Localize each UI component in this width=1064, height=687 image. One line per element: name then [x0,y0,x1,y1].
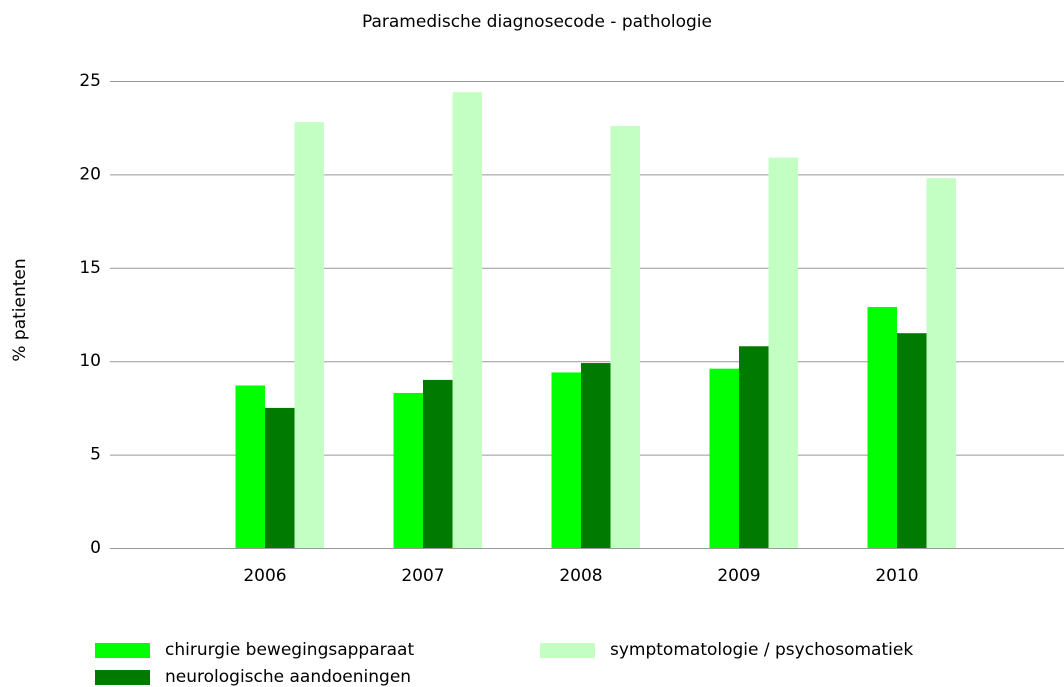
x-tick-label: 2007 [401,566,444,586]
bar [265,407,295,548]
bar [235,385,265,548]
chart-title: Paramedische diagnosecode - pathologie [362,12,712,32]
x-tick-label: 2010 [875,566,918,586]
bar [294,122,324,548]
y-tick-label: 10 [79,351,101,371]
legend-label: chirurgie bewegingsapparaat [165,640,414,660]
y-tick-label: 20 [79,164,101,184]
legend-swatch [95,643,150,658]
bar [610,125,640,548]
x-tick-label: 2008 [559,566,602,586]
y-axis-label: % patienten [10,258,30,361]
bar [739,346,769,548]
bar [452,92,482,548]
bar [551,372,581,548]
bar [768,157,798,548]
bar [709,368,739,548]
y-tick-label: 25 [79,71,101,91]
bar [581,363,611,548]
y-tick-label: 15 [79,258,101,278]
x-tick-label: 2006 [243,566,286,586]
x-tick-label: 2009 [717,566,760,586]
bar [423,379,453,548]
bar [897,333,927,548]
legend-label: symptomatologie / psychosomatiek [610,640,913,660]
legend-swatch [540,643,595,658]
legend-label: neurologische aandoeningen [165,667,411,687]
y-tick-label: 0 [90,538,101,558]
legend-swatch [95,670,150,685]
bar [926,178,956,549]
bar [867,307,897,548]
y-tick-label: 5 [90,445,101,465]
bar [393,392,423,548]
